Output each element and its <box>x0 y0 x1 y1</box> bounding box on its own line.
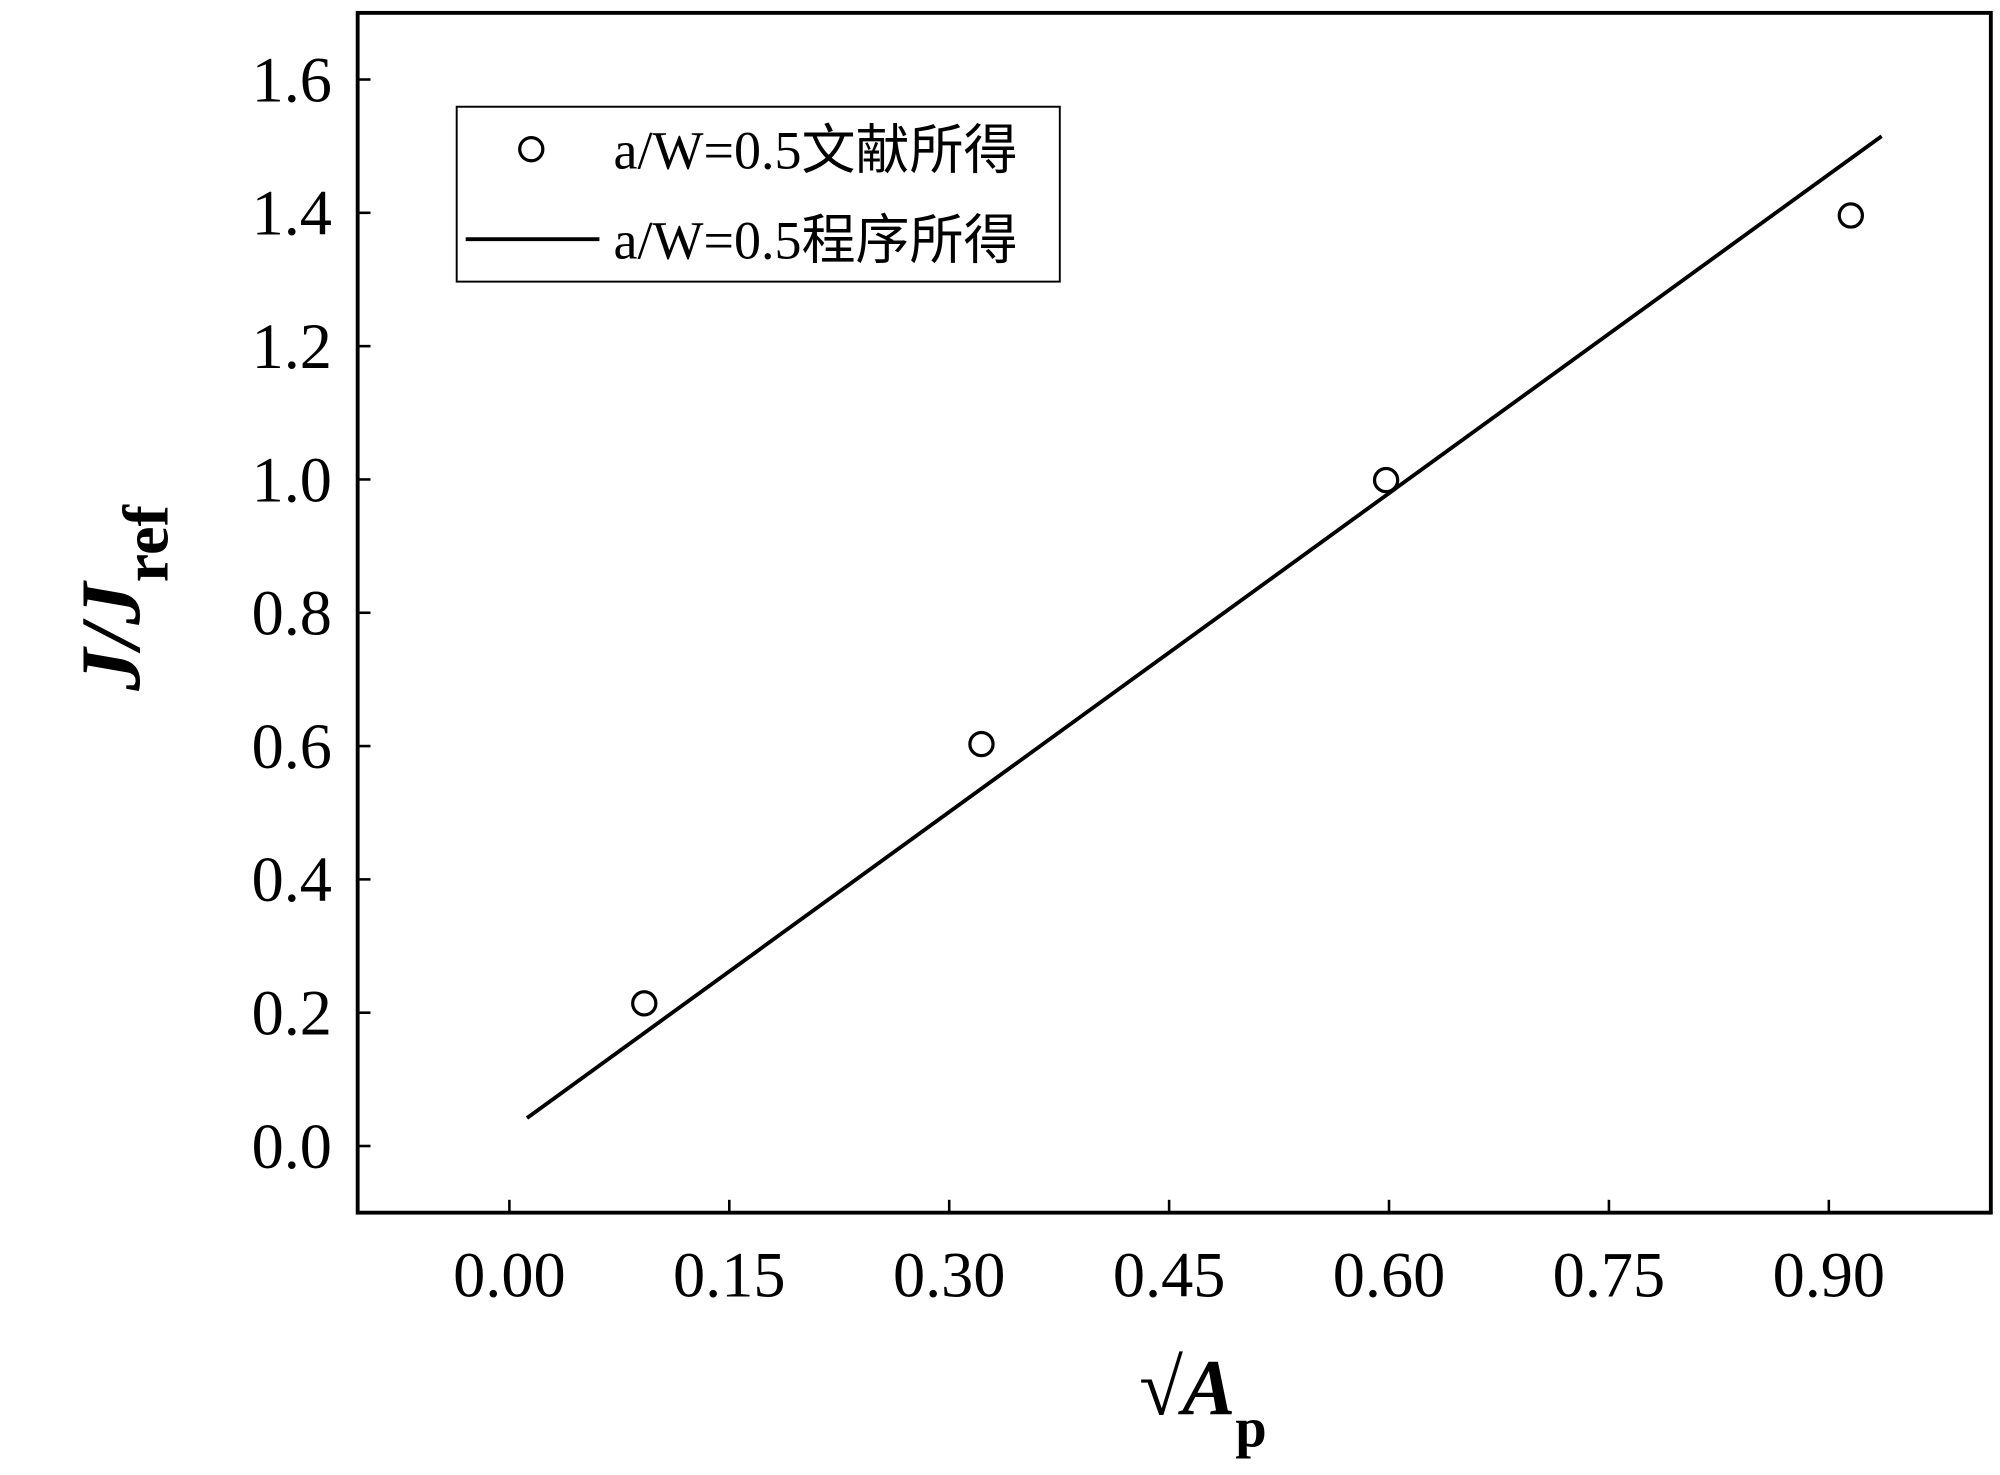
legend-label: a/W=0.5文献所得 <box>614 120 1018 180</box>
x-axis-label-sub: p <box>1235 1398 1266 1460</box>
y-tick-label: 1.2 <box>252 311 332 382</box>
x-tick-label: 0.60 <box>1333 1239 1445 1310</box>
data-point <box>968 730 995 758</box>
y-axis-label: J/Jref <box>64 504 181 692</box>
data-point <box>1837 202 1865 229</box>
y-tick-label: 1.4 <box>252 178 332 249</box>
y-tick-label: 0.2 <box>252 978 332 1049</box>
data-point <box>1372 466 1400 494</box>
x-tick-label: 0.00 <box>453 1239 566 1310</box>
y-tick-label: 0.0 <box>252 1111 332 1182</box>
y-tick-label: 0.8 <box>252 578 332 649</box>
legend-box <box>455 105 1061 283</box>
x-tick-label: 0.30 <box>893 1239 1005 1310</box>
x-axis-label-main: √A <box>1138 1345 1235 1433</box>
x-axis-label: √Ap <box>1138 1345 1266 1460</box>
x-tick-label: 0.75 <box>1553 1239 1665 1310</box>
x-tick-label: 0.90 <box>1773 1239 1886 1310</box>
data-point <box>631 990 658 1017</box>
legend-symbol <box>518 135 545 163</box>
y-tick-label: 1.0 <box>252 444 332 515</box>
fit-line <box>525 134 1883 1120</box>
y-axis-label-sub: ref <box>110 504 181 583</box>
legend-label: a/W=0.5程序所得 <box>614 210 1018 270</box>
y-tick-label: 0.4 <box>252 844 332 915</box>
x-tick-label: 0.45 <box>1113 1239 1226 1310</box>
x-tick-label: 0.15 <box>673 1239 786 1310</box>
y-tick-label: 1.6 <box>252 44 332 115</box>
y-tick-label: 0.6 <box>252 711 332 782</box>
y-axis-label-main: J/J <box>64 580 158 692</box>
